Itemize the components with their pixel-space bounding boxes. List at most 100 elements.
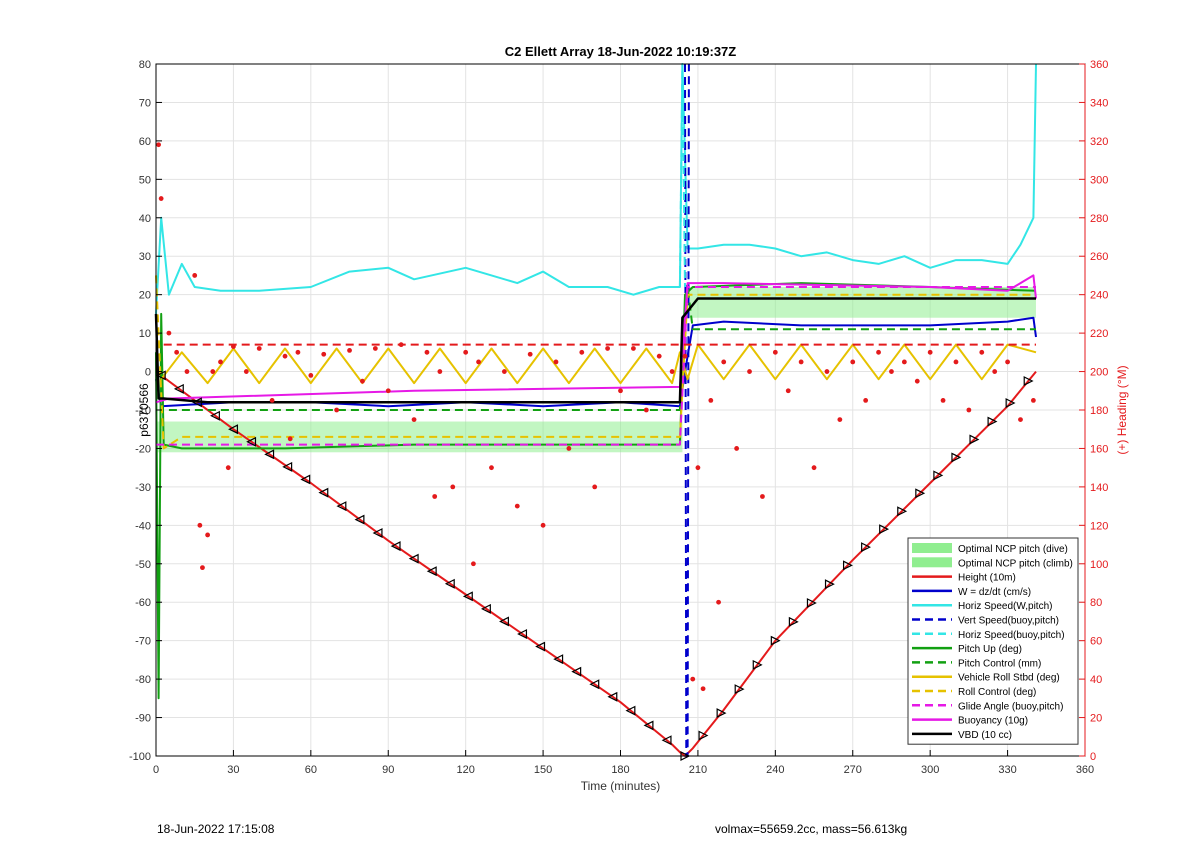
- heading-point: [450, 484, 456, 490]
- series-lines: [154, 63, 1037, 757]
- heading-point: [979, 349, 985, 355]
- heading-point: [695, 465, 701, 471]
- heading-point: [579, 349, 585, 355]
- y-tick-label-right: 0: [1090, 751, 1096, 763]
- height-marker: [571, 666, 582, 677]
- heading-point: [411, 417, 417, 423]
- heading-point: [811, 465, 817, 471]
- y-tick-label-left: -80: [135, 674, 151, 686]
- heading-point: [940, 397, 946, 403]
- heading-point: [656, 353, 662, 359]
- legend: Optimal NCP pitch (dive) Optimal NCP pitc…: [907, 537, 1079, 745]
- height-marker: [1023, 376, 1034, 386]
- heading-point: [734, 446, 740, 451]
- y-tick-label-left: -70: [135, 636, 151, 648]
- heading-point: [256, 346, 262, 351]
- x-tick-label: 240: [766, 764, 784, 776]
- heading-point: [489, 465, 494, 471]
- heading-point: [432, 494, 438, 499]
- heading-point: [321, 351, 327, 357]
- y-tick-label-left: -60: [135, 597, 151, 609]
- legend-swatch: [912, 543, 952, 553]
- y-tick-label-left: -30: [135, 482, 151, 494]
- y-tick-label-left: -20: [135, 443, 151, 455]
- heading-point: [243, 369, 249, 374]
- heading-point: [605, 346, 610, 351]
- series-line: [155, 370, 1037, 757]
- height-marker: [824, 579, 835, 590]
- axes: 0 30 60 90 120 150 180 210 240 270 300 330 360-100-9…: [129, 59, 1108, 776]
- heading-point: [287, 436, 293, 442]
- series-line: [155, 274, 1037, 404]
- footer-timestamp: 18-Jun-2022 17:15:08: [157, 822, 275, 836]
- y-tick-label-left: -40: [135, 520, 151, 532]
- x-tick-label: 90: [382, 764, 394, 776]
- heading-point: [953, 359, 959, 365]
- height-marker: [553, 654, 564, 665]
- heading-point: [669, 369, 675, 374]
- height-marker: [318, 487, 329, 498]
- heading-point: [225, 465, 231, 471]
- height-marker: [155, 370, 166, 381]
- height-marker: [210, 410, 220, 421]
- height-marker: [354, 514, 365, 525]
- heading-point: [643, 407, 649, 413]
- y-tick-label-left: -100: [129, 751, 151, 763]
- heading-point: [347, 348, 352, 353]
- height-markers: [155, 370, 1034, 761]
- legend-label: VBD (10 cc): [958, 730, 1012, 741]
- heading-point: [424, 349, 430, 355]
- height-marker: [987, 416, 998, 427]
- x-axis-label: Time (minutes): [581, 779, 661, 793]
- heading-point: [1030, 397, 1036, 403]
- legend-label: Horiz Speed(W,pitch): [958, 601, 1052, 612]
- heading-point: [760, 494, 765, 499]
- ncp-bands: [156, 286, 1036, 453]
- y-tick-label-left: 0: [145, 367, 151, 379]
- heading-point: [850, 359, 856, 365]
- height-marker: [969, 434, 980, 445]
- series-line: [168, 286, 1036, 411]
- y-tick-label-right: 260: [1090, 251, 1108, 263]
- y-tick-label-left: -90: [135, 713, 151, 725]
- heading-point: [966, 407, 972, 413]
- x-tick-label: 60: [305, 764, 317, 776]
- heading-point: [914, 378, 920, 384]
- height-marker: [643, 720, 654, 731]
- heading-point: [824, 369, 830, 374]
- y-axis-label-right: (+) Heading (°M): [1115, 365, 1129, 454]
- height-marker: [462, 591, 473, 602]
- heading-point: [200, 565, 205, 571]
- heading-point: [716, 599, 721, 605]
- heading-point: [876, 349, 881, 355]
- series-line: [155, 275, 1036, 450]
- legend-swatch: [912, 557, 952, 568]
- height-marker: [246, 436, 257, 447]
- y-tick-label-left: -10: [135, 405, 151, 417]
- height-marker: [698, 730, 709, 741]
- heading-point: [156, 142, 161, 148]
- heading-point: [690, 676, 696, 682]
- y-tick-label-left: 60: [139, 136, 151, 148]
- heading-point: [463, 349, 469, 355]
- heading-point: [721, 359, 727, 365]
- heading-point: [540, 522, 546, 528]
- heading-point: [476, 359, 481, 365]
- chart-title: C2 Ellett Array 18-Jun-2022 10:19:37Z: [505, 44, 737, 59]
- heading-point: [269, 397, 275, 403]
- heading-points: [156, 142, 1036, 692]
- height-marker: [336, 501, 347, 512]
- legend-label: Vert Speed(buoy,pitch): [958, 616, 1059, 627]
- y-tick-label-right: 40: [1090, 674, 1102, 686]
- series-line: [154, 297, 1036, 404]
- height-marker: [788, 616, 799, 627]
- heading-point: [992, 369, 998, 374]
- legend-label: Roll Control (deg): [958, 687, 1036, 698]
- footer-vehicle-info: volmax=55659.2cc, mass=56.613kg: [715, 822, 908, 836]
- y-tick-label-left: 20: [139, 290, 151, 302]
- legend-label: Pitch Control (mm): [958, 658, 1041, 669]
- y-tick-label-left: 30: [139, 251, 151, 263]
- y-tick-label-right: 360: [1090, 59, 1108, 71]
- height-marker: [426, 566, 437, 577]
- height-marker: [752, 659, 763, 670]
